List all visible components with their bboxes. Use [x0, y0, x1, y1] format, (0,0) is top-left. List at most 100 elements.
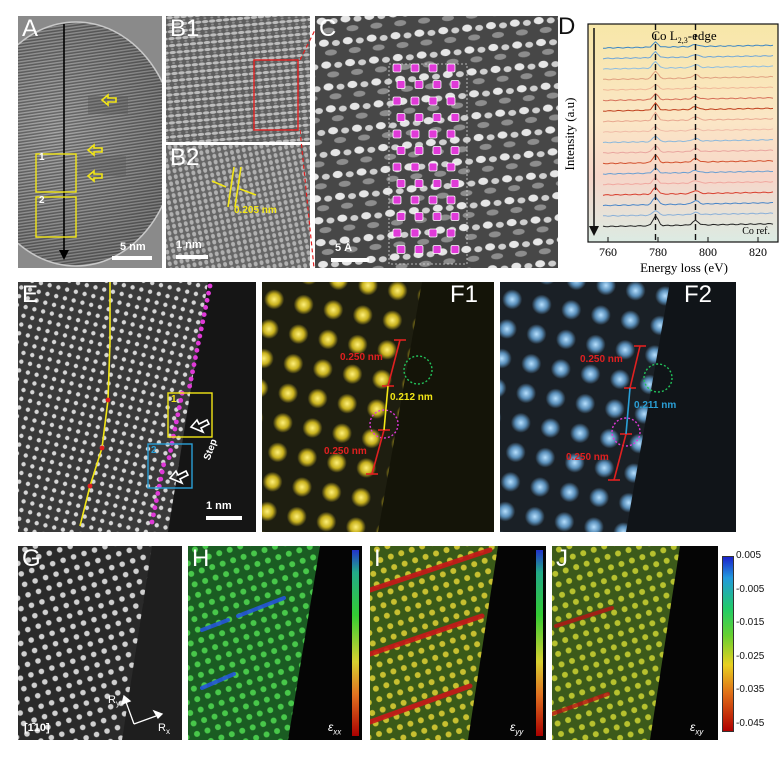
atom-marker	[432, 212, 442, 221]
atom-marker	[410, 129, 420, 139]
panel-f2-image	[500, 282, 736, 532]
atom-marker	[432, 113, 442, 122]
step-marker	[172, 426, 178, 432]
panel-f1-image	[262, 282, 494, 532]
panel-h-label: H	[192, 546, 210, 572]
colorbar-tick-label: -0.035	[736, 684, 765, 696]
panel-c-label: C	[319, 16, 337, 42]
panel-b1-label: B1	[170, 16, 200, 42]
atom-marker	[410, 162, 420, 172]
step-marker	[190, 369, 195, 375]
scale-bar	[331, 258, 369, 262]
colorbar-tick-label: -0.015	[736, 617, 765, 629]
atom-marker	[450, 212, 460, 221]
panel-d: 760 780 800 820 Co L2,3-edge Co ref. Energy…	[558, 4, 782, 282]
spectrum-line	[602, 41, 774, 49]
spectrum-line	[602, 153, 774, 165]
panel-g: G [1̄10] Ry Rx	[18, 546, 182, 740]
step-marker	[188, 376, 194, 382]
y-axis-label: Intensity (a.u)	[562, 98, 577, 171]
step-marker	[158, 476, 164, 482]
spectrum-line	[602, 125, 774, 133]
panel-e-image	[18, 282, 256, 532]
atom-marker	[396, 146, 406, 155]
strain-component-label: εxy	[690, 720, 704, 737]
atom-marker	[392, 162, 402, 172]
atom-marker	[446, 195, 456, 205]
scale-bar-label: 1 nm	[176, 239, 202, 251]
spectrum-line	[602, 214, 774, 228]
atom-marker	[432, 245, 442, 254]
atom-marker	[396, 80, 406, 89]
atom-marker	[414, 212, 424, 221]
x-tick-label: 800	[699, 245, 717, 259]
strain-component-label: εyy	[510, 720, 524, 737]
chart-title: Co L2,3-edge	[651, 28, 716, 45]
atom-marker	[392, 129, 402, 139]
colorbar-tick-label: -0.005	[736, 583, 765, 595]
step-marker	[197, 333, 203, 339]
step-marker	[203, 305, 209, 310]
panel-b2: B2 0.205 nm 1 nm	[166, 145, 310, 268]
panel-i-label: I	[374, 546, 381, 572]
step-marker	[166, 455, 172, 461]
step-marker	[176, 405, 182, 410]
panel-g-label: G	[22, 546, 41, 572]
atom-marker	[428, 195, 438, 205]
colorbar-tick-label: -0.045	[736, 718, 765, 729]
atom-marker	[414, 245, 424, 254]
step-marker	[187, 383, 193, 389]
step-marker	[206, 290, 211, 296]
step-marker	[200, 319, 206, 325]
strain-colorbar	[722, 556, 734, 732]
colorbar-ticks: 0.005 -0.005 -0.015 -0.025 -0.035 -0.045	[736, 550, 782, 732]
atom-marker	[414, 113, 424, 122]
atom-marker	[410, 96, 420, 106]
spectrum-line	[602, 196, 774, 207]
spectrum-line	[602, 144, 774, 154]
colorbar	[536, 550, 543, 736]
atom-marker	[396, 179, 406, 188]
atom-marker	[428, 63, 438, 73]
step-marker	[173, 419, 179, 425]
atom-marker	[410, 63, 420, 73]
panel-i-image	[370, 546, 546, 740]
atom-marker	[414, 80, 424, 89]
scale-bar	[176, 255, 208, 259]
spectrum-line	[602, 83, 774, 91]
atom-marker	[450, 113, 460, 122]
panel-b1-image	[166, 16, 310, 142]
distance-bottom: 0.250 nm	[566, 452, 609, 463]
atom-marker	[392, 195, 402, 205]
panel-c-image	[315, 16, 559, 268]
atom-marker	[414, 146, 424, 155]
step-marker	[178, 398, 184, 403]
distance-middle: 0.211 nm	[634, 400, 677, 411]
eels-chart: 760 780 800 820 Co L2,3-edge Co ref. Energy…	[562, 23, 779, 275]
atom-marker	[414, 179, 424, 188]
spectrum-line	[602, 101, 774, 112]
atom-marker	[432, 80, 442, 89]
distance-middle: 0.212 nm	[390, 392, 433, 403]
spectrum-line	[603, 209, 774, 217]
atom-marker	[392, 63, 402, 73]
x-tick-label: 780	[649, 245, 667, 259]
distance-bottom: 0.250 nm	[324, 446, 367, 457]
atom-marker	[428, 228, 438, 238]
panel-f1-label: F1	[450, 282, 479, 308]
atom-marker	[396, 113, 406, 122]
panel-f1: F1 0.250 nm 0.212 nm 0.250 nm	[262, 282, 494, 532]
atom-marker	[450, 146, 460, 155]
spectrum-line	[602, 135, 774, 144]
spectrum-line	[602, 176, 774, 186]
box-1-label: 1	[171, 394, 177, 405]
colorbar-tick-label: 0.005	[736, 550, 762, 561]
step-marker	[151, 512, 156, 518]
step-marker	[168, 448, 173, 453]
ref-label: Co ref.	[742, 226, 770, 237]
step-marker	[171, 433, 176, 439]
panel-j-image	[552, 546, 718, 740]
atom-marker	[392, 228, 402, 238]
atom-marker	[446, 129, 456, 139]
step-marker	[204, 297, 210, 303]
